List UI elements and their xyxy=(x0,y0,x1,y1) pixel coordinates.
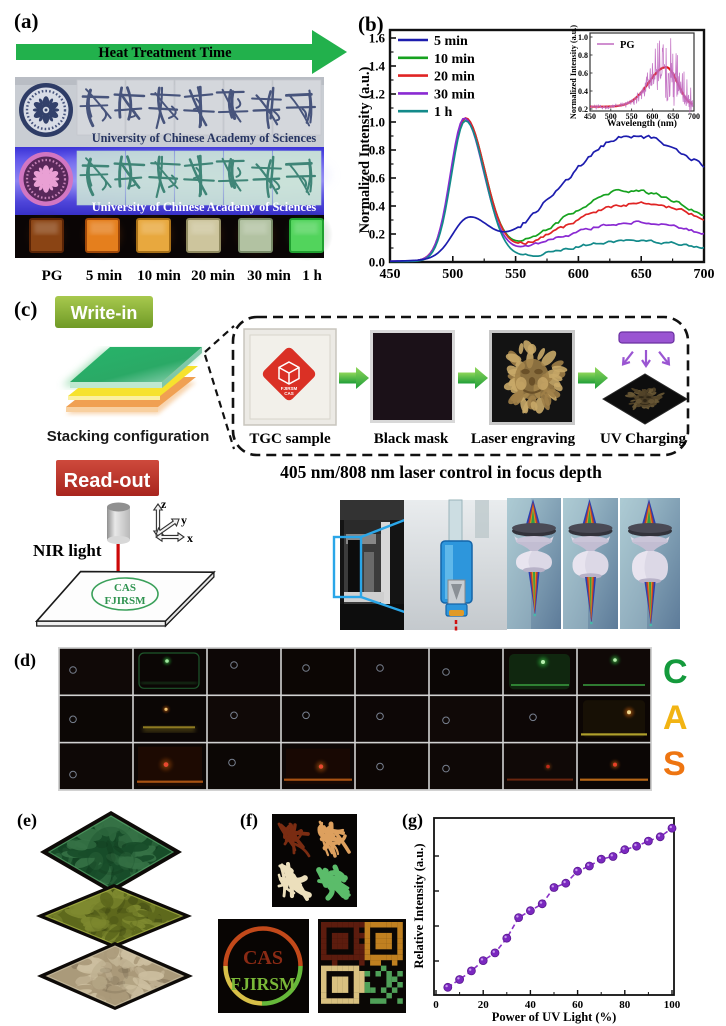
svg-text:(b): (b) xyxy=(358,12,384,36)
svg-text:FJIRSM: FJIRSM xyxy=(281,386,298,391)
svg-text:CAS: CAS xyxy=(114,582,136,594)
svg-text:PG: PG xyxy=(42,268,63,284)
svg-text:S: S xyxy=(663,745,686,783)
svg-text:Laser engraving: Laser engraving xyxy=(471,431,576,447)
svg-text:30 min: 30 min xyxy=(434,87,475,102)
svg-text:1.0: 1.0 xyxy=(369,115,385,130)
svg-text:0.8: 0.8 xyxy=(369,143,386,158)
svg-text:700: 700 xyxy=(694,267,715,282)
svg-text:1 h: 1 h xyxy=(302,268,322,284)
svg-text:FJIRSM: FJIRSM xyxy=(230,974,296,994)
svg-text:20 min: 20 min xyxy=(434,70,475,85)
svg-text:Wavelength (nm): Wavelength (nm) xyxy=(607,118,677,129)
svg-text:(d): (d) xyxy=(14,650,36,671)
svg-text:500: 500 xyxy=(442,267,463,282)
svg-text:(a): (a) xyxy=(14,9,39,33)
svg-text:Normalized Intensity (a.u.): Normalized Intensity (a.u.) xyxy=(357,66,373,233)
svg-text:y: y xyxy=(181,513,187,527)
svg-text:0.2: 0.2 xyxy=(369,227,385,242)
svg-text:0.4: 0.4 xyxy=(578,87,588,96)
svg-text:Normalized Intensity (a.u.): Normalized Intensity (a.u.) xyxy=(569,25,578,119)
svg-text:550: 550 xyxy=(626,112,638,121)
svg-text:20: 20 xyxy=(478,999,490,1011)
svg-text:0.6: 0.6 xyxy=(578,69,588,78)
svg-text:0.6: 0.6 xyxy=(369,171,386,186)
svg-text:60: 60 xyxy=(572,999,584,1011)
svg-text:40: 40 xyxy=(525,999,537,1011)
svg-text:500: 500 xyxy=(605,112,617,121)
svg-text:(e): (e) xyxy=(17,810,37,831)
svg-text:20 min: 20 min xyxy=(191,268,235,284)
svg-text:80: 80 xyxy=(619,999,631,1011)
svg-text:1.2: 1.2 xyxy=(369,87,385,102)
svg-text:z: z xyxy=(161,497,167,511)
svg-text:0.0: 0.0 xyxy=(369,255,385,270)
svg-text:University of Chinese Academy: University of Chinese Academy of Science… xyxy=(92,131,317,145)
svg-text:NIR light: NIR light xyxy=(33,541,102,560)
svg-text:0.4: 0.4 xyxy=(369,199,386,214)
svg-text:1.0: 1.0 xyxy=(578,33,588,42)
svg-text:Stacking configuration: Stacking configuration xyxy=(47,428,210,445)
svg-text:1.6: 1.6 xyxy=(369,31,386,46)
svg-text:Read-out: Read-out xyxy=(64,470,151,492)
svg-text:Relative Intensity (a.u.): Relative Intensity (a.u.) xyxy=(412,844,426,969)
svg-text:(g): (g) xyxy=(402,810,423,831)
svg-text:TGC sample: TGC sample xyxy=(249,431,331,447)
svg-text:650: 650 xyxy=(667,112,679,121)
svg-text:CAS: CAS xyxy=(284,391,294,396)
svg-text:1 h: 1 h xyxy=(434,105,453,120)
svg-text:100: 100 xyxy=(664,999,681,1011)
svg-text:700: 700 xyxy=(688,112,700,121)
svg-text:UV Charging: UV Charging xyxy=(600,431,686,447)
svg-text:0.2: 0.2 xyxy=(578,105,588,114)
svg-text:C: C xyxy=(663,653,688,691)
svg-text:550: 550 xyxy=(505,267,526,282)
svg-text:x: x xyxy=(187,531,193,545)
svg-text:Black mask: Black mask xyxy=(374,431,449,447)
svg-text:A: A xyxy=(663,699,688,737)
svg-text:0: 0 xyxy=(433,999,439,1011)
svg-text:650: 650 xyxy=(631,267,652,282)
svg-text:450: 450 xyxy=(584,112,596,121)
svg-text:CAS: CAS xyxy=(243,947,283,969)
svg-text:600: 600 xyxy=(568,267,589,282)
svg-text:405 nm/808 nm laser control in: 405 nm/808 nm laser control in focus dep… xyxy=(280,462,602,482)
svg-text:PG: PG xyxy=(620,40,635,51)
svg-text:450: 450 xyxy=(380,267,401,282)
svg-text:5 min: 5 min xyxy=(86,268,123,284)
svg-text:600: 600 xyxy=(646,112,658,121)
svg-text:(c): (c) xyxy=(14,297,37,321)
svg-text:Heat Treatment Time: Heat Treatment Time xyxy=(98,45,232,61)
svg-text:0.8: 0.8 xyxy=(578,51,588,60)
svg-text:10 min: 10 min xyxy=(434,52,475,67)
svg-text:Write-in: Write-in xyxy=(71,303,138,323)
svg-text:(f): (f) xyxy=(240,810,258,831)
svg-text:10 min: 10 min xyxy=(137,268,181,284)
svg-text:Power of UV Light (%): Power of UV Light (%) xyxy=(492,1010,617,1024)
svg-text:30 min: 30 min xyxy=(247,268,291,284)
svg-text:FJIRSM: FJIRSM xyxy=(105,595,147,607)
svg-text:5 min: 5 min xyxy=(434,34,468,49)
svg-text:1.4: 1.4 xyxy=(369,59,386,74)
